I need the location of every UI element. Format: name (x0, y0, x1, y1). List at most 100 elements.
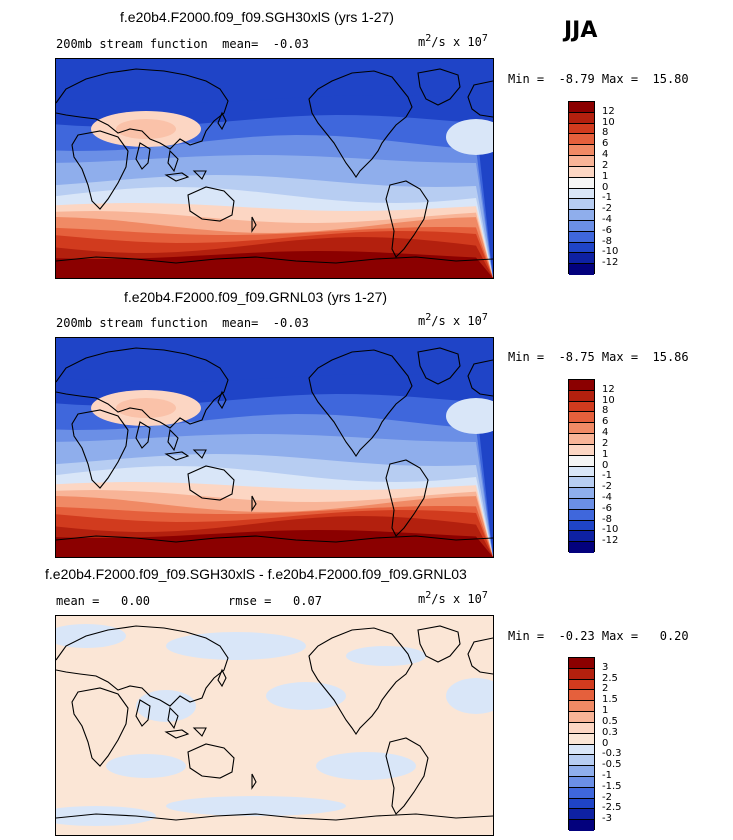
colorbar-swatch (569, 542, 594, 553)
colorbar-tick-label: 6 (602, 138, 609, 150)
colorbar-tick-label: -8 (602, 513, 612, 525)
panel-2-map (55, 337, 494, 558)
colorbar-swatch (569, 701, 594, 713)
panel-2-minmax: Min = -8.75 Max = 15.86 (508, 350, 689, 364)
colorbar-swatch (569, 112, 594, 124)
colorbar-swatch (569, 444, 594, 456)
panel-3-map (55, 615, 494, 836)
colorbar-tick-label: -0.5 (602, 759, 622, 771)
colorbar-tick-label: 8 (602, 127, 609, 139)
colorbar-swatch (569, 520, 594, 532)
season-label: JJA (564, 18, 598, 43)
colorbar-swatch (569, 231, 594, 243)
colorbar-tick-label: -10 (602, 524, 619, 536)
colorbar-swatch (569, 423, 594, 435)
panel-2-colorbar (568, 379, 595, 553)
colorbar-swatch (569, 199, 594, 211)
colorbar-swatch (569, 531, 594, 543)
panel-3-colorbar (568, 657, 595, 831)
colorbar-swatch (569, 809, 594, 821)
colorbar-swatch (569, 733, 594, 745)
colorbar-tick-label: -4 (602, 213, 612, 225)
panel-1-subtitle: 200mb stream function mean= -0.03 (56, 37, 309, 51)
colorbar-swatch (569, 166, 594, 178)
colorbar-tick-label: 4 (602, 427, 609, 439)
colorbar-swatch (569, 102, 594, 113)
colorbar-swatch (569, 488, 594, 499)
colorbar-swatch (569, 134, 594, 146)
colorbar-tick-label: -2 (602, 791, 612, 803)
colorbar-swatch (569, 264, 594, 275)
colorbar-swatch (569, 766, 594, 777)
colorbar-tick-label: 0.3 (602, 726, 618, 738)
colorbar-swatch (569, 123, 594, 135)
colorbar-swatch (569, 156, 594, 167)
colorbar-tick-label: 10 (602, 394, 615, 406)
colorbar-swatch (569, 401, 594, 413)
colorbar-tick-label: 1 (602, 705, 609, 717)
colorbar-swatch (569, 210, 594, 221)
colorbar-tick-label: -1 (602, 769, 612, 781)
panel-1-map (55, 58, 494, 279)
panel-1-title: f.e20b4.F2000.f09_f09.SGH30xlS (yrs 1-27… (120, 9, 394, 25)
colorbar-swatch (569, 145, 594, 157)
colorbar-swatch (569, 679, 594, 691)
colorbar-swatch (569, 242, 594, 254)
colorbar-swatch (569, 177, 594, 189)
colorbar-swatch (569, 690, 594, 702)
colorbar-swatch (569, 776, 594, 788)
colorbar-tick-label: -12 (602, 535, 619, 547)
colorbar-tick-label: 2.5 (602, 672, 618, 684)
panel-1-units: m2/s x 107 (418, 33, 488, 49)
colorbar-tick-label: 0.5 (602, 715, 618, 727)
colorbar-swatch (569, 509, 594, 521)
colorbar-swatch (569, 412, 594, 424)
colorbar-swatch (569, 477, 594, 489)
colorbar-swatch (569, 820, 594, 831)
colorbar-swatch (569, 498, 594, 510)
colorbar-swatch (569, 253, 594, 265)
panel-3-minmax: Min = -0.23 Max = 0.20 (508, 629, 689, 643)
colorbar-tick-label: -0.3 (602, 748, 622, 760)
colorbar-swatch (569, 220, 594, 232)
colorbar-swatch (569, 668, 594, 680)
colorbar-tick-label: 1.5 (602, 694, 618, 706)
colorbar-tick-label: -4 (602, 491, 612, 503)
colorbar-swatch (569, 787, 594, 799)
colorbar-tick-label: -1.5 (602, 780, 622, 792)
colorbar-tick-label: -2 (602, 203, 612, 215)
colorbar-tick-label: 1 (602, 448, 609, 460)
panel-2-units: m2/s x 107 (418, 312, 488, 328)
colorbar-tick-label: 2 (602, 437, 609, 449)
colorbar-tick-label: 0 (602, 459, 609, 471)
colorbar-tick-label: -8 (602, 235, 612, 247)
colorbar-swatch (569, 434, 594, 445)
colorbar-swatch (569, 744, 594, 756)
colorbar-tick-label: 8 (602, 405, 609, 417)
panel-3-rmse: rmse = 0.07 (228, 594, 322, 608)
colorbar-swatch (569, 722, 594, 734)
colorbar-swatch (569, 380, 594, 391)
panel-1-minmax: Min = -8.79 Max = 15.80 (508, 72, 689, 86)
colorbar-swatch (569, 755, 594, 767)
panel-2-title: f.e20b4.F2000.f09_f09.GRNL03 (yrs 1-27) (124, 289, 388, 305)
panel-2-subtitle: 200mb stream function mean= -0.03 (56, 316, 309, 330)
colorbar-tick-label: -1 (602, 470, 612, 482)
colorbar-tick-label: -2.5 (602, 802, 622, 814)
colorbar-tick-label: 2 (602, 159, 609, 171)
colorbar-tick-label: 12 (602, 383, 615, 395)
colorbar-tick-label: 3 (602, 661, 609, 673)
colorbar-tick-label: -12 (602, 257, 619, 269)
colorbar-tick-label: -10 (602, 246, 619, 258)
panel-1-colorbar (568, 101, 595, 275)
colorbar-tick-label: -6 (602, 224, 612, 236)
colorbar-swatch (569, 712, 594, 723)
colorbar-tick-label: 0 (602, 737, 609, 749)
panel-3-mean: mean = 0.00 (56, 594, 150, 608)
colorbar-tick-label: -3 (602, 813, 612, 825)
colorbar-tick-label: 2 (602, 683, 609, 695)
colorbar-swatch (569, 390, 594, 402)
colorbar-swatch (569, 466, 594, 478)
colorbar-tick-label: 1 (602, 170, 609, 182)
colorbar-swatch (569, 188, 594, 200)
